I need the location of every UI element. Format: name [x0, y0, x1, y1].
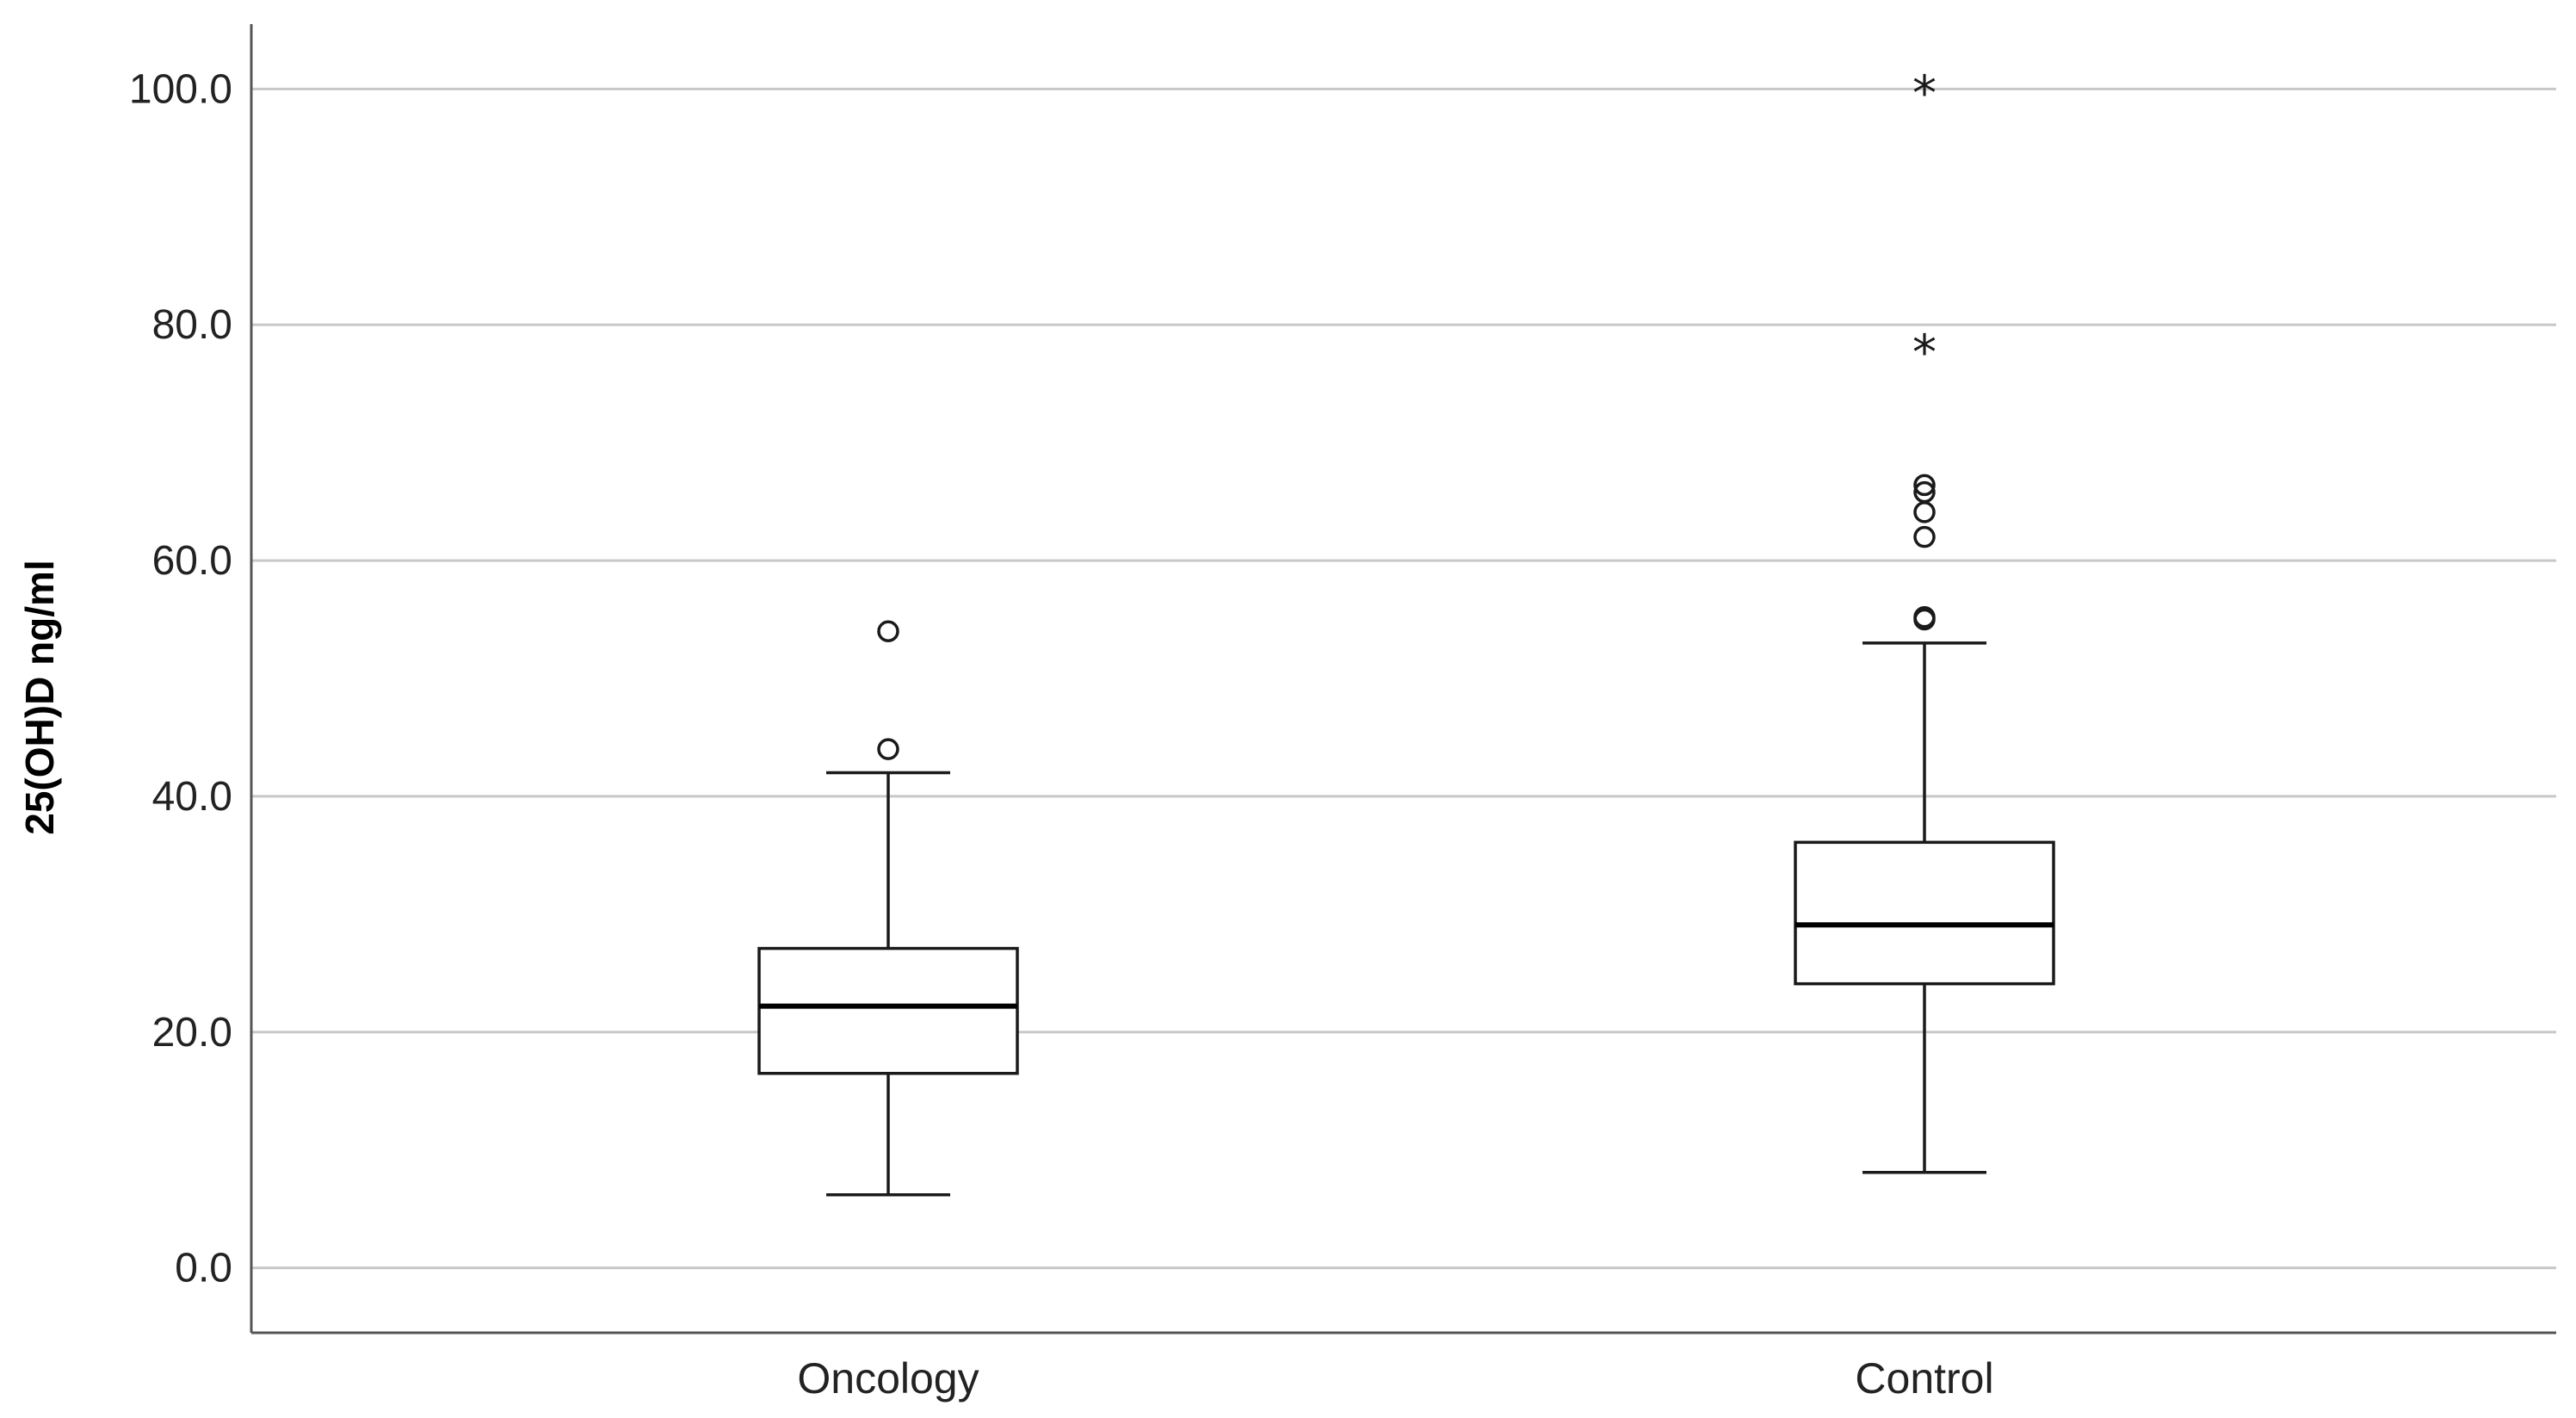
box-control: **	[1794, 65, 2055, 1174]
extreme-point-1: *	[1912, 65, 1937, 121]
gridlines	[251, 87, 2556, 1270]
category-label-oncology: Oncology	[797, 1354, 979, 1403]
outlier-point-3	[1913, 501, 1936, 523]
extreme-point-0: *	[1912, 325, 1937, 381]
y-axis-title: 25(OH)D ng/ml	[17, 560, 62, 834]
iqr-box	[757, 946, 1019, 1075]
y-tick-label-1: 20.0	[152, 1010, 232, 1056]
category-label-control: Control	[1855, 1354, 1993, 1403]
y-tick-labels: 0.0 20.0 40.0 60.0 80.0 100.0	[129, 66, 232, 1291]
iqr-box	[1794, 840, 2055, 986]
outlier-point-5	[1913, 474, 1936, 497]
y-tick-label-5: 100.0	[129, 66, 232, 112]
y-tick-label-2: 40.0	[152, 774, 232, 820]
category-labels: Oncology Control	[797, 1354, 1993, 1403]
outlier-point-1	[1913, 606, 1936, 629]
y-tick-label-3: 60.0	[152, 538, 232, 584]
boxes: **	[757, 65, 2055, 1197]
outlier-point-0	[877, 738, 899, 760]
outlier-point-4	[1913, 480, 1936, 504]
outlier-point-1	[877, 620, 899, 642]
y-tick-label-4: 80.0	[152, 302, 232, 348]
y-tick-label-0: 0.0	[175, 1246, 232, 1291]
outlier-point-2	[1913, 525, 1936, 548]
axes	[250, 24, 2556, 1334]
box-oncology	[757, 620, 1019, 1197]
